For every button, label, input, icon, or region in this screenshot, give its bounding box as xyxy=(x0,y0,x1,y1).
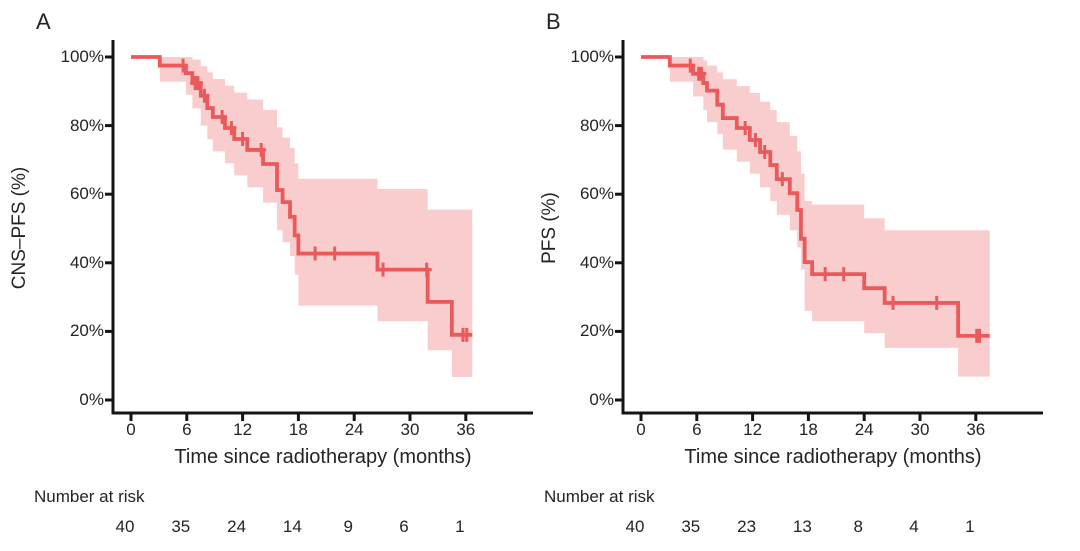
number-at-risk-value: 1 xyxy=(455,517,465,536)
censor-mark xyxy=(888,295,899,310)
survival-curve xyxy=(641,55,990,338)
x-tick-label: 30 xyxy=(400,420,420,439)
y-tick-label: 40% xyxy=(69,252,104,272)
censor-mark xyxy=(820,267,831,282)
y-tick-label: 0% xyxy=(79,390,104,409)
y-tick-label: 80% xyxy=(69,115,104,135)
censor-mark xyxy=(226,121,237,136)
censor-mark xyxy=(178,58,189,73)
censor-mark xyxy=(329,246,340,261)
censor-mark xyxy=(685,58,696,73)
number-at-risk-value: 35 xyxy=(171,517,191,536)
panel-letter-b: B xyxy=(546,9,562,34)
axis-spines xyxy=(111,40,533,415)
y-tick-label: 40% xyxy=(579,252,614,272)
number-at-risk-value: 14 xyxy=(282,517,302,536)
panel-b: B PFS (%) Time since radiotherapy (month… xyxy=(510,0,1070,551)
x-tick-label: 36 xyxy=(456,420,476,439)
censor-mark xyxy=(199,88,210,103)
x-tick-label: 30 xyxy=(910,420,930,439)
y-tick-label: 100% xyxy=(570,47,614,66)
x-tick-label: 24 xyxy=(344,420,364,439)
x-tick-label: 6 xyxy=(182,420,192,439)
number-at-risk-value: 8 xyxy=(853,517,863,536)
censor-mark xyxy=(378,262,389,277)
number-at-risk-value: 40 xyxy=(115,517,135,536)
x-tick-label: 0 xyxy=(126,420,136,439)
censor-mark xyxy=(759,145,770,160)
number-at-risk-value: 40 xyxy=(625,517,645,536)
censor-mark xyxy=(217,110,228,125)
censor-mark xyxy=(750,133,761,148)
axis-spines xyxy=(621,40,1043,415)
confidence-band xyxy=(159,57,473,378)
y-tick-label: 60% xyxy=(579,184,614,204)
km-plot-a xyxy=(105,40,533,421)
number-at-risk-value: 9 xyxy=(343,517,353,536)
censor-mark xyxy=(421,262,432,277)
panel-letter-a: A xyxy=(36,9,52,34)
number-at-risk-value: 13 xyxy=(792,517,812,536)
x-axis-title-b: Time since radiotherapy (months) xyxy=(684,446,982,468)
censor-mark xyxy=(256,142,267,157)
censor-mark xyxy=(777,172,788,187)
panel-a: A CNS–PFS (%) Time since radiotherapy (m… xyxy=(9,9,533,536)
y-tick-label: 80% xyxy=(579,115,614,135)
y-tick-label: 0% xyxy=(589,390,614,409)
x-tick-label: 12 xyxy=(743,420,763,439)
y-tick-label: 100% xyxy=(60,47,104,66)
censor-mark xyxy=(696,66,707,81)
y-tick-label: 60% xyxy=(69,184,104,204)
censor-mark xyxy=(192,76,203,91)
censor-mark xyxy=(461,327,472,342)
number-at-risk-value: 23 xyxy=(737,517,757,536)
censor-mark xyxy=(838,267,849,282)
y-tick-label: 20% xyxy=(69,321,104,341)
x-tick-label: 18 xyxy=(288,420,308,439)
x-tick-label: 12 xyxy=(233,420,253,439)
censor-mark xyxy=(310,246,321,261)
number-at-risk-label-a: Number at risk xyxy=(34,487,145,506)
x-tick-label: 18 xyxy=(798,420,818,439)
x-tick-label: 6 xyxy=(692,420,702,439)
censor-mark xyxy=(974,328,985,343)
number-at-risk-value: 35 xyxy=(681,517,701,536)
number-at-risk-value: 4 xyxy=(909,517,919,536)
censor-mark xyxy=(740,121,751,136)
x-tick-label: 0 xyxy=(636,420,646,439)
x-tick-label: 36 xyxy=(966,420,986,439)
censor-mark xyxy=(931,295,942,310)
number-at-risk-value: 24 xyxy=(227,517,247,536)
km-plot-b xyxy=(615,40,1043,421)
number-at-risk-value: 1 xyxy=(965,517,975,536)
number-at-risk-label-b: Number at risk xyxy=(544,487,655,506)
censor-mark xyxy=(237,131,248,146)
x-tick-label: 24 xyxy=(854,420,874,439)
number-at-risk-value: 6 xyxy=(399,517,409,536)
x-axis-title-a: Time since radiotherapy (months) xyxy=(174,446,472,468)
y-tick-label: 20% xyxy=(579,321,614,341)
